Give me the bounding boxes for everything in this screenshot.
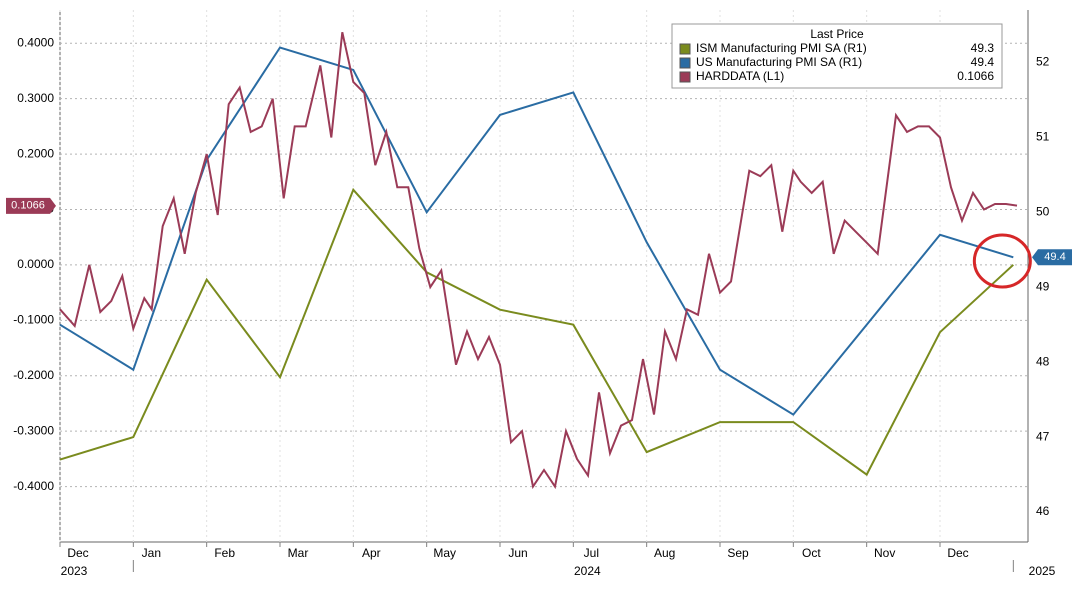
right-axis-value-badge-text: 49.4 [1044, 251, 1065, 263]
right-axis-tick-label: 46 [1036, 504, 1050, 518]
x-axis-month-label: Oct [802, 546, 821, 560]
series-line-harddata [60, 32, 1017, 486]
legend-item-label: HARDDATA (L1) [696, 69, 784, 83]
x-axis-month-label: Feb [214, 546, 235, 560]
x-axis-month-label: Dec [947, 546, 968, 560]
x-axis-month-label: Jul [584, 546, 599, 560]
left-axis-tick-label: 0.2000 [17, 146, 54, 160]
left-axis-tick-label: -0.3000 [13, 423, 54, 437]
right-axis-tick-label: 49 [1036, 279, 1050, 293]
legend-item-label: US Manufacturing PMI SA (R1) [696, 55, 862, 69]
right-axis-tick-label: 50 [1036, 204, 1050, 218]
legend-item-label: ISM Manufacturing PMI SA (R1) [696, 41, 867, 55]
left-axis-value-badge-text: 0.1066 [11, 200, 45, 212]
legend-item-value: 49.3 [971, 41, 995, 55]
x-axis-month-label: Sep [727, 546, 749, 560]
x-axis-month-label: Jun [508, 546, 527, 560]
legend-swatch [680, 72, 690, 82]
highlight-circle [974, 235, 1030, 287]
legend-item-value: 49.4 [971, 55, 995, 69]
chart-svg: -0.4000-0.3000-0.2000-0.10000.00000.1000… [0, 0, 1078, 589]
x-axis-year-label: 2024 [574, 564, 601, 578]
left-axis-tick-label: 0.3000 [17, 91, 54, 105]
x-axis-month-label: Aug [654, 546, 675, 560]
legend-title: Last Price [810, 27, 864, 41]
series-line-us-manufacturing-pmi-sa [60, 48, 1013, 415]
legend-swatch [680, 44, 690, 54]
legend: Last PriceISM Manufacturing PMI SA (R1) 4… [672, 24, 1002, 88]
chart-container: -0.4000-0.3000-0.2000-0.10000.00000.1000… [0, 0, 1078, 589]
right-axis-tick-label: 47 [1036, 429, 1050, 443]
x-axis-month-label: Dec [67, 546, 88, 560]
x-axis-year-label: 2023 [61, 564, 88, 578]
right-axis-tick-label: 48 [1036, 354, 1050, 368]
series-line-ism-manufacturing-pmi-sa [60, 190, 1013, 475]
x-axis-month-label: Mar [288, 546, 309, 560]
legend-swatch [680, 58, 690, 68]
left-axis-tick-label: -0.4000 [13, 479, 54, 493]
x-axis-month-label: Jan [142, 546, 161, 560]
right-axis-tick-label: 51 [1036, 130, 1050, 144]
left-axis-tick-label: -0.1000 [13, 313, 54, 327]
x-axis-month-label: May [433, 546, 456, 560]
x-axis-year-label: 2025 [1029, 564, 1056, 578]
left-axis-tick-label: 0.0000 [17, 257, 54, 271]
x-axis-month-label: Apr [362, 546, 381, 560]
right-axis-tick-label: 52 [1036, 55, 1050, 69]
legend-item-value: 0.1066 [957, 69, 994, 83]
left-axis-tick-label: 0.4000 [17, 35, 54, 49]
x-axis-month-label: Nov [874, 546, 895, 560]
left-axis-tick-label: -0.2000 [13, 368, 54, 382]
